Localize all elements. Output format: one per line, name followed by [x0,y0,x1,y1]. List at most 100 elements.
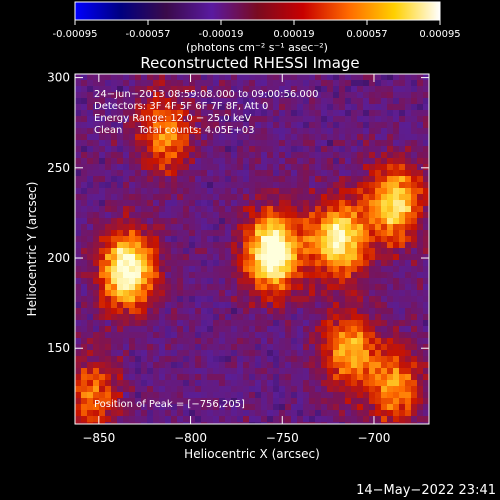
heatmap-cell [351,176,358,183]
heatmap-cell [381,230,388,237]
heatmap-cell [159,170,166,177]
heatmap-cell [411,122,418,129]
heatmap-cell [135,218,142,225]
heatmap-cell [291,182,298,189]
heatmap-cell [207,296,214,303]
heatmap-cell [285,146,292,153]
heatmap-cell [153,194,160,201]
heatmap-cell [147,416,154,423]
heatmap-cell [255,152,262,159]
heatmap-cell [339,272,346,279]
heatmap-cell [111,116,118,123]
heatmap-cell [111,404,118,411]
heatmap-cell [189,398,196,405]
heatmap-cell [345,86,352,93]
heatmap-cell [129,314,136,321]
heatmap-cell [207,320,214,327]
heatmap-cell [195,134,202,141]
heatmap-cell [363,344,370,351]
heatmap-cell [87,308,94,315]
heatmap-cell [237,158,244,165]
heatmap-cell [417,242,424,249]
heatmap-cell [363,140,370,147]
heatmap-cell [345,152,352,159]
heatmap-cell [279,182,286,189]
heatmap-cell [297,200,304,207]
heatmap-cell [93,362,100,369]
heatmap-cell [411,302,418,309]
heatmap-cell [369,200,376,207]
heatmap-cell [105,152,112,159]
heatmap-cell [231,176,238,183]
heatmap-cell [87,92,94,99]
heatmap-cell [231,254,238,261]
heatmap-cell [327,134,334,141]
heatmap-cell [129,116,136,123]
heatmap-cell [327,188,334,195]
heatmap-cell [279,176,286,183]
heatmap-cell [141,194,148,201]
heatmap-cell [273,374,280,381]
heatmap-cell [99,416,106,423]
heatmap-cell [237,146,244,153]
heatmap-cell [237,320,244,327]
heatmap-cell [201,332,208,339]
heatmap-cell [345,380,352,387]
heatmap-cell [195,272,202,279]
heatmap-cell [213,356,220,363]
heatmap-cell [393,320,400,327]
heatmap-cell [261,224,268,231]
heatmap-cell [393,128,400,135]
heatmap-cell [363,326,370,333]
heatmap-cell [345,224,352,231]
heatmap-cell [75,146,82,153]
heatmap-cell [333,248,340,255]
heatmap-cell [87,74,94,81]
heatmap-cell [219,242,226,249]
heatmap-cell [237,152,244,159]
heatmap-cell [417,410,424,417]
heatmap-cell [351,350,358,357]
heatmap-cell [381,296,388,303]
heatmap-cell [315,332,322,339]
heatmap-cell [417,404,424,411]
heatmap-cell [171,242,178,249]
heatmap-cell [399,410,406,417]
heatmap-cell [279,320,286,327]
heatmap-cell [399,296,406,303]
heatmap-cell [387,116,394,123]
heatmap-cell [159,158,166,165]
heatmap-cell [93,284,100,291]
heatmap-cell [291,362,298,369]
heatmap-cell [249,302,256,309]
heatmap-cell [381,368,388,375]
heatmap-cell [225,290,232,297]
heatmap-cell [357,188,364,195]
heatmap-cell [111,206,118,213]
heatmap-cell [207,74,214,81]
heatmap-cell [285,266,292,273]
heatmap-cell [363,212,370,219]
heatmap-cell [351,362,358,369]
heatmap-cell [219,344,226,351]
heatmap-cell [201,380,208,387]
heatmap-cell [261,122,268,129]
heatmap-cell [393,230,400,237]
heatmap-cell [399,326,406,333]
heatmap-cell [87,356,94,363]
heatmap-cell [345,200,352,207]
heatmap-cell [153,380,160,387]
heatmap-cell [381,206,388,213]
heatmap-cell [117,344,124,351]
heatmap-cell [399,146,406,153]
heatmap-cell [351,266,358,273]
heatmap-cell [201,398,208,405]
heatmap-cell [201,230,208,237]
heatmap-cell [327,224,334,231]
heatmap-cell [123,422,130,424]
heatmap-cell [285,410,292,417]
heatmap-cell [75,92,82,99]
heatmap-cell [93,218,100,225]
heatmap-cell [351,182,358,189]
